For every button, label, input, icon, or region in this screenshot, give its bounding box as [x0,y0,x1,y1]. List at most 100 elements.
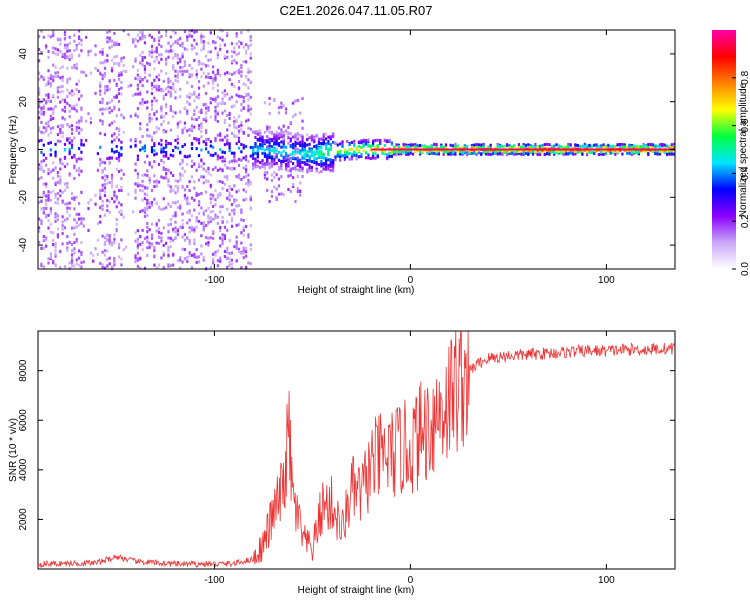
spectrogram-cell [254,160,257,164]
spectrogram-cell [115,54,118,58]
spectrogram-cell [242,82,245,86]
spectrogram-cell [395,143,398,147]
spectrogram-cell [233,133,236,137]
spectrogram-cell [117,243,121,247]
spectrogram-cell [353,153,356,157]
spectrogram-cell [42,98,45,102]
spectrogram-cell [153,96,156,100]
spectrogram-cell [204,119,208,123]
spectrogram-cell [176,189,179,193]
spectrogram-cell [226,50,229,54]
spectrogram-cell [96,253,99,257]
spectrogram-cell [179,175,182,179]
spectrogram-cell [235,223,238,227]
spectrogram-cell [249,35,252,39]
spectrogram-cell [134,144,137,148]
spectrogram-cell [275,173,278,177]
spectrogram-cell [426,151,429,155]
spectrogram-cell [249,52,252,56]
spectrogram-cell [306,170,309,174]
spectrogram-cell [303,162,306,166]
spectrogram-cell [160,138,163,142]
spectrogram-cell [115,136,118,140]
snr-y-tick-label: 2000 [18,508,29,531]
spectrogram-cell [367,156,370,160]
spectrogram-cell [306,158,309,162]
spectrogram-cell [287,159,290,163]
spectrogram-cell [209,219,212,223]
spectrogram-cell [75,262,78,266]
spectrogram-cell [249,262,252,266]
spectrogram-cell [567,145,570,149]
spectrogram-cell [266,125,269,129]
spectrogram-cell [190,74,194,78]
spectrogram-cell [296,158,299,162]
spectrogram-cell [141,147,144,151]
spectrogram-cell [200,75,203,79]
spectrogram-cell [77,126,81,130]
spectrogram-cell [115,205,118,209]
spectrogram-cell [89,251,92,255]
spectrogram-cell [167,245,170,249]
spectrogram-cell [45,238,48,242]
spectrogram-cell [148,179,151,183]
spectrogram-cell [165,152,168,156]
spectrogram-cell [141,37,144,41]
spectrogram-cell [216,168,219,172]
spectrogram-cell [299,158,302,162]
spectrogram-cell [136,241,139,245]
spectrogram-cell [651,144,655,148]
spectrogram-cell [339,142,342,146]
spectrogram-cell [49,82,52,86]
spectrogram-cell [89,116,92,120]
spectrogram-cell [162,154,165,158]
spectrogram-cell [202,223,205,227]
spectrogram-cell [214,189,217,193]
spectrogram-cell [324,143,328,147]
spectrogram-cell [221,215,224,219]
spectrogram-cell [179,120,182,124]
spectrogram-cell [353,139,356,143]
spectrogram-cell [63,105,67,109]
spectrogram-cell [242,248,245,252]
spectrogram-cell [99,163,102,167]
spectrogram-cell [61,224,64,228]
spectrogram-cell [143,145,147,149]
spectrogram-cell [614,149,617,153]
spectrogram-cell [428,150,431,154]
spectrogram-cell [268,200,271,204]
spectrogram-cell [386,139,389,143]
spectrogram-cell [136,244,139,248]
spectrogram-cell [402,146,405,150]
spectrogram-cell [284,167,288,171]
spectrogram-cell [289,139,292,143]
spectrogram-cell [242,188,245,192]
spectrogram-cell [277,106,281,110]
spectrogram-cell [320,146,323,150]
spectrogram-cell [150,203,154,207]
spectrogram-cell [146,123,149,127]
spectrogram-cell [75,125,78,129]
spectrogram-cell [148,162,151,166]
spectrogram-cell [146,79,149,83]
spectrogram-cell [38,177,41,181]
spectrogram-cell [235,61,238,65]
spectrogram-cell [329,158,332,162]
spectrogram-cell [70,105,74,109]
spectrogram-cell [56,180,60,184]
spectrogram-cell [117,255,121,259]
spectrogram-cell [228,251,231,255]
spectrogram-cell [186,112,189,116]
spectrogram-cell [482,145,485,149]
spectrogram-cell [228,78,231,82]
spectrogram-cell [42,169,45,173]
spectrogram-cell [54,142,57,146]
spectrogram-cell [463,145,466,149]
spectrogram-cell [103,213,107,217]
spectrogram-cell [186,199,189,203]
spectrogram-cell [649,146,652,150]
spectrogram-cell [99,157,102,161]
spectrogram-cell [169,205,172,209]
spectrogram-cell [266,145,269,149]
spectrogram-cell [99,61,102,65]
